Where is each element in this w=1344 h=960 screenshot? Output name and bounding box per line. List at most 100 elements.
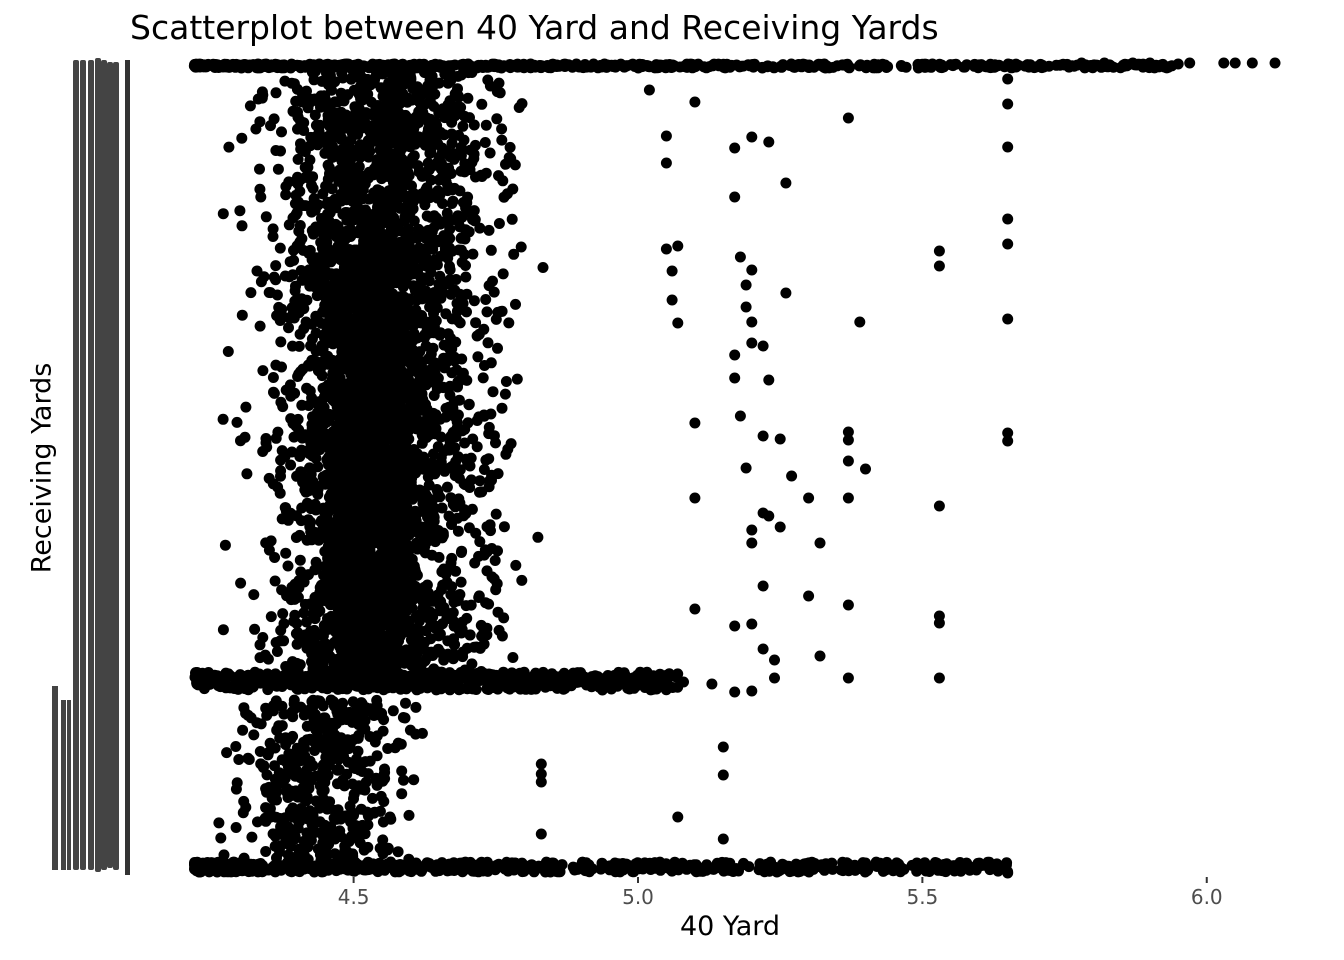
scatter-point [458, 110, 470, 122]
y-tick-label-smear [80, 60, 86, 870]
scatter-point [463, 399, 475, 411]
scatter-point [289, 387, 301, 399]
scatter-point [239, 431, 251, 443]
scatter-point [425, 371, 437, 383]
scatter-point [489, 555, 501, 566]
scatter-point [392, 333, 403, 345]
scatter-point [412, 415, 424, 426]
scatter-point [343, 116, 355, 127]
scatter-point [295, 265, 307, 276]
scatter-point [256, 86, 268, 98]
scatter-point [305, 503, 317, 515]
scatter-point [492, 306, 504, 318]
scatter-point [348, 227, 360, 239]
scatter-point [440, 568, 452, 580]
scatter-point [301, 294, 313, 306]
scatter-point [279, 75, 291, 87]
scatter-point [272, 426, 284, 438]
scatter-point [314, 444, 326, 456]
scatter-point [265, 611, 277, 623]
scatter-point [296, 399, 308, 411]
scatter-point [296, 87, 308, 99]
scatter-point [516, 59, 528, 71]
scatter-point [1184, 57, 1196, 69]
scatter-point [270, 87, 282, 99]
scatter-point [403, 156, 415, 168]
scatter-point [306, 333, 318, 345]
scatter-point [263, 60, 275, 72]
scatter-point [1012, 59, 1024, 71]
scatter-point [310, 119, 322, 131]
scatter-point [480, 167, 492, 179]
scatter-point [274, 487, 286, 499]
scatter-point [425, 86, 437, 98]
scatter-point [481, 565, 493, 577]
scatter-point [397, 132, 409, 144]
scatter-point [254, 183, 266, 195]
scatter-point [756, 62, 768, 74]
y-tick-label-smear [88, 60, 94, 870]
scatter-point [477, 372, 489, 384]
scatter-point [449, 182, 460, 194]
scatter-point [294, 451, 306, 462]
scatter-point [532, 531, 544, 543]
scatter-point [267, 231, 279, 242]
y-tick-label-smear [113, 62, 119, 870]
x-tick-label: 6.0 [1191, 885, 1223, 909]
scatter-point [507, 652, 519, 663]
scatter-point [451, 416, 463, 428]
scatter-point [265, 535, 277, 547]
scatter-point [290, 280, 301, 292]
scatter-point [413, 166, 425, 178]
scatter-point [424, 301, 436, 313]
scatter-point [412, 379, 424, 391]
scatter-point [297, 363, 309, 375]
scatter-point [478, 323, 490, 335]
scatter-point [452, 70, 464, 82]
scatter-point [270, 274, 282, 286]
scatter-point [323, 215, 335, 227]
scatter-point [470, 527, 482, 539]
scatter-point [277, 608, 289, 620]
scatter-point [485, 244, 497, 256]
scatter-point [708, 58, 720, 70]
scatter-point [421, 210, 433, 222]
scatter-point [361, 73, 373, 85]
scatter-point [267, 478, 279, 490]
scatter-point [496, 630, 508, 642]
scatter-point [511, 373, 523, 385]
scatter-point [222, 346, 234, 357]
scatter-point [426, 593, 438, 605]
scatter-point [1218, 57, 1230, 69]
scatter-point [437, 381, 449, 393]
scatter-point [428, 448, 439, 460]
scatter-point [300, 316, 312, 328]
scatter-point [437, 579, 449, 591]
y-tick-label-smear [125, 60, 130, 875]
scatter-point [510, 559, 522, 571]
scatter-point [445, 288, 457, 300]
scatter-point [496, 123, 508, 135]
scatter-point [298, 117, 310, 129]
scatter-point [443, 162, 455, 174]
y-tick-labels-overlap [52, 58, 130, 875]
x-tick-label: 5.5 [906, 885, 938, 909]
scatter-point [294, 659, 306, 671]
scatter-point [202, 58, 214, 70]
scatter-point [488, 430, 500, 442]
scatter-point [462, 67, 474, 79]
scatter-point [280, 181, 292, 192]
scatter-point [493, 77, 505, 89]
scatter-point [400, 418, 412, 430]
scatter-point [632, 62, 644, 74]
scatter-point [460, 600, 472, 612]
scatter-point [831, 60, 843, 72]
scatter-point [487, 386, 499, 398]
scatter-point [337, 72, 349, 84]
scatter-point [272, 163, 284, 175]
scatter-point [434, 605, 446, 617]
scatter-point [444, 260, 455, 272]
scatter-point [275, 454, 287, 466]
scatter-point [418, 455, 430, 467]
scatter-point [446, 519, 457, 530]
